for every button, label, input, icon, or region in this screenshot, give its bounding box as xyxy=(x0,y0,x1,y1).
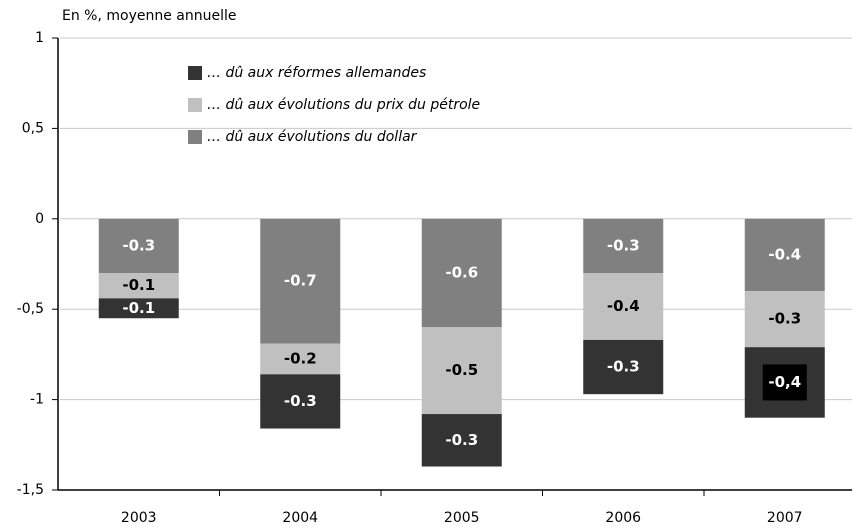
bar-segment xyxy=(260,374,341,429)
value-label: -0.1 xyxy=(122,299,155,317)
value-label: -0,4 xyxy=(768,373,801,391)
value-label: -0.6 xyxy=(445,264,478,282)
legend-swatch xyxy=(188,66,202,80)
y-tick-label: -1 xyxy=(30,392,44,408)
label-highlight xyxy=(762,364,807,401)
bar-segment xyxy=(260,218,341,344)
value-label: -0.5 xyxy=(445,361,478,379)
x-tick-label: 2006 xyxy=(605,510,641,526)
bar-segment xyxy=(744,218,825,292)
bar-segment xyxy=(744,291,825,348)
bar-segment xyxy=(583,273,664,340)
value-label: -0.3 xyxy=(122,236,155,254)
value-label: -0.1 xyxy=(122,276,155,294)
value-label: -0.3 xyxy=(284,392,317,410)
y-tick-label: -1,5 xyxy=(17,482,44,498)
legend-swatch xyxy=(188,130,202,144)
legend-label: … dû aux évolutions du prix du pétrole xyxy=(207,97,480,113)
bar-segment xyxy=(98,218,179,274)
legend-label: … dû aux évolutions du dollar xyxy=(207,129,418,145)
bar-segment xyxy=(98,273,179,299)
bar-segment xyxy=(583,339,664,395)
value-label: -0.3 xyxy=(768,310,801,328)
bar-segment xyxy=(421,327,502,415)
bar-segment xyxy=(421,218,502,328)
value-label: -0.3 xyxy=(607,236,640,254)
x-tick-label: 2007 xyxy=(767,510,803,526)
value-label: -0.7 xyxy=(284,272,317,290)
x-tick-label: 2003 xyxy=(121,510,157,526)
bar-segment xyxy=(583,218,664,274)
y-tick-label: -0,5 xyxy=(17,301,44,317)
y-axis-label: En %, moyenne annuelle xyxy=(62,8,237,24)
bar-segment xyxy=(260,343,341,375)
y-tick-label: 1 xyxy=(35,30,44,46)
value-label: -0.4 xyxy=(607,297,640,315)
y-tick-label: 0 xyxy=(35,211,44,227)
value-label: -0.3 xyxy=(445,431,478,449)
bar-segment xyxy=(98,298,179,319)
value-label: -0.4 xyxy=(768,245,801,263)
value-label: -0.2 xyxy=(284,349,317,367)
legend-label: … dû aux réformes allemandes xyxy=(207,65,426,81)
x-tick-label: 2004 xyxy=(282,510,318,526)
y-tick-label: 0,5 xyxy=(22,120,44,136)
bar-segment xyxy=(421,414,502,467)
value-label: -0.3 xyxy=(607,358,640,376)
legend-swatch xyxy=(188,98,202,112)
x-tick-label: 2005 xyxy=(444,510,480,526)
